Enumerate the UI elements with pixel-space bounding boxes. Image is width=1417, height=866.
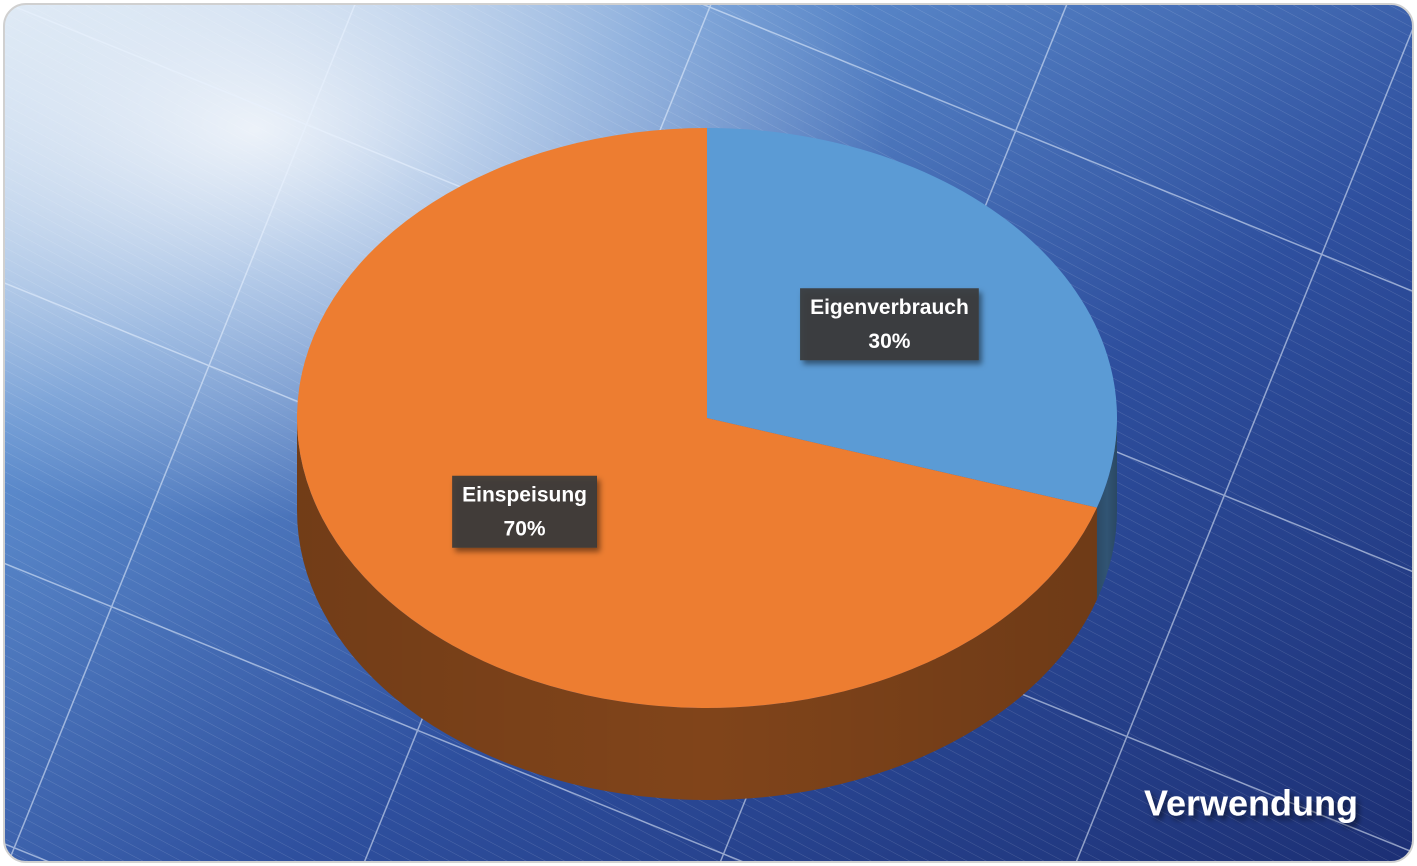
label-category: Eigenverbrauch <box>810 296 969 319</box>
chart: Eigenverbrauch 30% Einspeisung 70% Verwendu… <box>0 0 1417 866</box>
chart-title: Verwendung <box>1144 783 1358 824</box>
label-category: Einspeisung <box>462 483 587 506</box>
label-value: 30% <box>868 330 910 353</box>
data-label: Einspeisung 70% <box>452 476 597 548</box>
page: {"chart_data": {"type": "pie", "title": … <box>0 0 1417 866</box>
data-label: Eigenverbrauch 30% <box>800 288 979 360</box>
label-value: 70% <box>504 517 546 540</box>
pie <box>297 128 1117 800</box>
